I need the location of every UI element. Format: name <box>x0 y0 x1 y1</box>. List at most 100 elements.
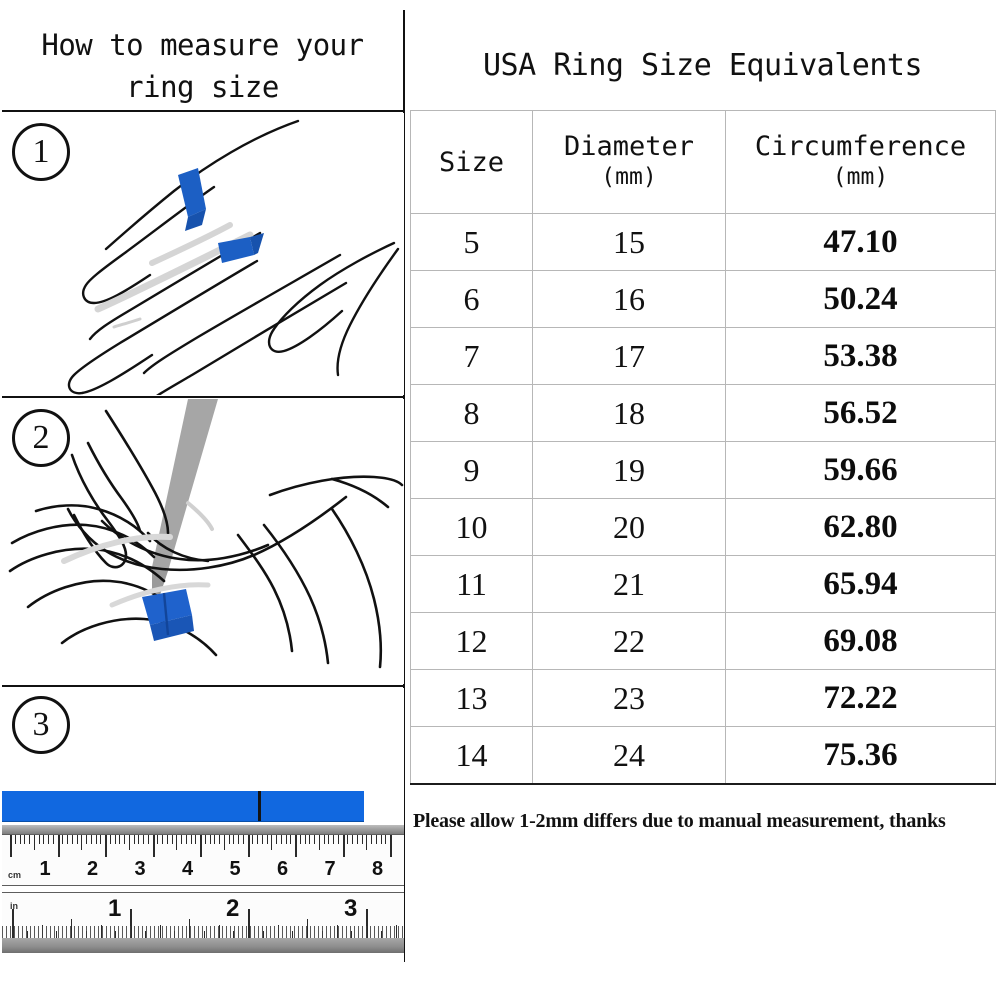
ruler-tick <box>119 835 121 844</box>
cell-circumference: 75.36 <box>725 726 996 785</box>
ruler-tick <box>152 835 155 857</box>
step-2-panel: 2 <box>2 399 404 684</box>
ruler-tick <box>390 835 392 857</box>
column-header-diameter: Diameter (mm) <box>532 110 726 214</box>
ruler-tick <box>323 835 325 844</box>
ruler-tick <box>29 835 30 844</box>
ruler-tick <box>181 835 182 844</box>
ruler-tick <box>138 835 140 844</box>
ruler-tick <box>157 835 159 844</box>
cell-circumference: 62.80 <box>725 498 996 556</box>
ruler-tick <box>124 835 125 844</box>
column-header-circumference-unit: (mm) <box>832 164 889 190</box>
ruler-tick <box>228 835 230 844</box>
ruler-tick <box>295 835 297 857</box>
ruler-tick <box>385 835 387 844</box>
ruler-tick <box>76 835 78 844</box>
ruler-tick <box>261 835 263 844</box>
ruler-tick <box>361 835 363 844</box>
ruler-tick <box>147 835 149 844</box>
column-header-diameter-unit: (mm) <box>601 164 657 190</box>
table-row: 14 24 75.36 <box>410 726 996 785</box>
ruler-tick <box>62 835 64 844</box>
hand-with-paper-strip-illustration <box>67 119 400 395</box>
ruler-tick <box>133 835 135 844</box>
ruler-tick <box>266 835 268 844</box>
ruler-tick <box>38 835 40 844</box>
ruler-cm-band: 1 2 3 4 5 6 7 8 cm <box>2 834 404 886</box>
ruler-tick <box>81 835 83 850</box>
cell-circumference: 50.24 <box>725 270 996 328</box>
cell-size: 13 <box>410 669 533 727</box>
ruler-tick <box>10 835 12 857</box>
column-header-circumference: Circumference (mm) <box>725 110 996 214</box>
ruler-tick <box>90 835 92 844</box>
ruler-tick <box>333 835 334 844</box>
ruler-tick <box>347 835 349 844</box>
ruler-tick <box>100 835 102 844</box>
ruler-cm-number: 4 <box>182 858 194 880</box>
divider-step2-step3 <box>2 685 404 687</box>
measurement-disclaimer-note: Please allow 1-2mm differs due to manual… <box>413 810 946 832</box>
ruler-cm-number: 5 <box>229 858 241 880</box>
cell-circumference: 56.52 <box>725 384 996 442</box>
table-row: 11 21 65.94 <box>410 555 996 613</box>
ruler-tick <box>285 835 287 844</box>
cell-diameter: 19 <box>532 441 726 499</box>
cell-diameter: 16 <box>532 270 726 328</box>
column-header-size: Size <box>410 110 533 214</box>
ruler-tick <box>24 835 26 844</box>
ruler-tick <box>252 835 254 844</box>
ruler-tick <box>86 835 87 844</box>
ruler-tick <box>166 835 168 844</box>
ruler-cm-number: 6 <box>277 858 289 880</box>
ruler-tick <box>352 835 353 844</box>
hand-marking-strip-with-pen-illustration <box>8 399 404 669</box>
ruler-cm-number: 1 <box>39 858 51 880</box>
ruler-tick <box>33 835 35 850</box>
cell-size: 11 <box>410 555 533 613</box>
ruler-tick <box>342 835 345 857</box>
ruler-tick <box>214 835 216 844</box>
table-row: 7 17 53.38 <box>410 327 996 385</box>
ruler-inch-number: 1 <box>108 895 122 922</box>
ruler-tick <box>290 835 292 844</box>
ruler-tick <box>375 835 377 844</box>
blue-paper-strip-1 <box>178 168 206 231</box>
ruler-cm-number: 3 <box>134 858 146 880</box>
table-row: 13 23 72.22 <box>410 669 996 727</box>
page-title: How to measure your ring size <box>0 22 405 110</box>
ruler-tick <box>130 909 132 939</box>
ruler-tick <box>67 835 68 844</box>
page-title-line-1: How to measure your <box>41 28 364 62</box>
table-row: 5 15 47.10 <box>410 213 996 271</box>
ruler-tick <box>190 835 192 844</box>
ruler-tick <box>52 835 54 844</box>
ruler-tick <box>95 835 97 844</box>
ruler-mm-ticks-bottom <box>2 926 404 938</box>
table-head: Size Diameter (mm) Circumference (mm) <box>410 110 996 214</box>
step-1-badge: 1 <box>12 123 70 181</box>
step-2-badge: 2 <box>12 409 70 467</box>
ruler-tick <box>128 835 130 850</box>
ruler-tick <box>195 835 197 844</box>
ruler-tick <box>299 835 301 844</box>
ruler-tick <box>209 835 211 844</box>
ruler-tick <box>366 835 368 850</box>
ruler-tick <box>309 835 311 844</box>
blue-measuring-strip <box>2 791 364 822</box>
ruler-tick <box>109 835 111 844</box>
cell-diameter: 18 <box>532 384 726 442</box>
table-row: 8 18 56.52 <box>410 384 996 442</box>
ruler-tick <box>366 909 368 939</box>
cell-diameter: 22 <box>532 612 726 670</box>
step-1-panel: 1 <box>2 113 404 395</box>
ruler-inch-unit-label: in <box>10 901 18 911</box>
ruler-tick <box>219 835 220 844</box>
ruler-tick <box>247 835 250 857</box>
panel-divider-vertical <box>403 10 405 962</box>
table-row: 6 16 50.24 <box>410 270 996 328</box>
